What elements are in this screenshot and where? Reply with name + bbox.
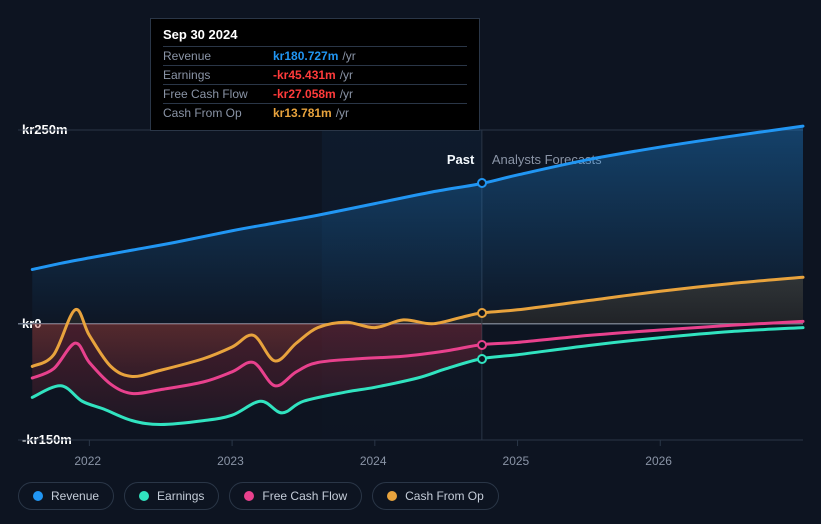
legend-dot-icon [244,491,254,501]
x-axis-label: 2026 [645,454,672,468]
legend-dot-icon [139,491,149,501]
series-marker [477,178,487,188]
legend-item[interactable]: Free Cash Flow [229,482,362,510]
tooltip-unit: /yr [340,68,353,82]
legend-item[interactable]: Earnings [124,482,219,510]
series-marker [477,354,487,364]
legend-dot-icon [387,491,397,501]
tooltip-unit: /yr [342,49,355,63]
legend-label: Cash From Op [405,489,484,503]
legend-dot-icon [33,491,43,501]
tooltip-metric-label: Cash From Op [163,106,273,120]
legend-item[interactable]: Revenue [18,482,114,510]
x-axis-label: 2022 [74,454,101,468]
tooltip-row: Earnings-kr45.431m/yr [163,65,467,84]
tooltip-metric-label: Free Cash Flow [163,87,273,101]
tooltip-row: Cash From Opkr13.781m/yr [163,103,467,122]
legend-item[interactable]: Cash From Op [372,482,499,510]
legend-label: Earnings [157,489,204,503]
tooltip-metric-label: Revenue [163,49,273,63]
chart-legend: Revenue Earnings Free Cash Flow Cash From O… [18,482,499,510]
x-axis-label: 2024 [360,454,387,468]
legend-label: Free Cash Flow [262,489,347,503]
x-axis-label: 2025 [503,454,530,468]
tooltip-date: Sep 30 2024 [163,27,467,42]
tooltip-metric-value: -kr45.431m [273,68,336,82]
tooltip-metric-value: kr180.727m [273,49,338,63]
tooltip-metric-value: -kr27.058m [273,87,336,101]
series-marker [477,340,487,350]
series-marker [477,308,487,318]
chart-tooltip: Sep 30 2024 Revenuekr180.727m/yrEarnings… [150,18,480,131]
tooltip-row: Free Cash Flow-kr27.058m/yr [163,84,467,103]
legend-label: Revenue [51,489,99,503]
tooltip-metric-value: kr13.781m [273,106,332,120]
tooltip-unit: /yr [336,106,349,120]
financial-chart [18,130,803,440]
tooltip-metric-label: Earnings [163,68,273,82]
tooltip-row: Revenuekr180.727m/yr [163,46,467,65]
tooltip-unit: /yr [340,87,353,101]
x-axis-label: 2023 [217,454,244,468]
